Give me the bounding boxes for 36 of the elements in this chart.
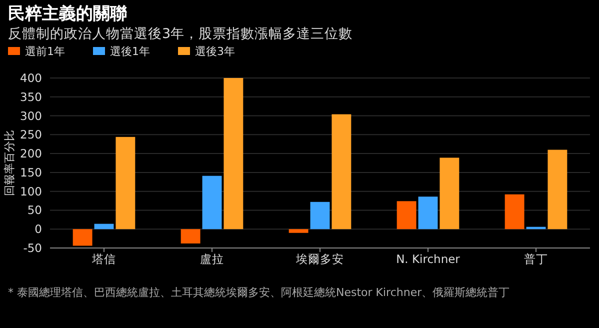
y-tick-label: 0 <box>34 222 42 236</box>
bar <box>418 196 438 230</box>
y-tick-label: 50 <box>27 203 42 218</box>
legend-label: 選後3年 <box>195 45 235 58</box>
bar <box>504 194 524 230</box>
y-tick-label: 150 <box>20 165 42 180</box>
bar <box>288 229 308 233</box>
x-tick-label: 埃爾多安 <box>295 252 344 266</box>
chart-title: 民粹主義的關聯 <box>8 4 128 24</box>
bar <box>202 176 222 230</box>
bar <box>224 78 244 230</box>
x-tick-label: N. Kirchner <box>396 252 460 266</box>
legend-label: 選前1年 <box>25 45 65 58</box>
y-tick-label: 250 <box>20 128 42 142</box>
x-tick-label: 塔信 <box>91 252 116 266</box>
bar <box>440 158 460 230</box>
bar <box>310 202 330 230</box>
y-tick-label: 100 <box>20 184 42 198</box>
bar <box>548 150 568 230</box>
text: * 泰國總理塔信、巴西總統盧拉、土耳其總統埃爾多安、阿根廷總統Nestor Kirchner、俄羅斯總統普丁 <box>8 286 511 299</box>
y-tick-label: 350 <box>20 90 42 104</box>
y-tick-label: 300 <box>20 108 42 123</box>
bar <box>396 201 416 230</box>
bar <box>332 114 352 230</box>
bar <box>72 229 92 246</box>
y-axis-title: 回報率百分比 <box>3 130 16 196</box>
bar <box>116 136 136 230</box>
y-tick-label: -50 <box>23 241 42 255</box>
bar <box>180 229 200 244</box>
chart-subtitle: 反體制的政治人物當選後3年，股票指數漲幅多達三位數 <box>8 26 353 42</box>
x-tick-label: 普丁 <box>524 252 548 266</box>
bar <box>94 224 114 230</box>
legend-label: 選後1年 <box>110 45 150 58</box>
y-tick-label: 400 <box>20 71 42 85</box>
x-tick-label: 盧拉 <box>200 252 224 266</box>
y-tick-label: 200 <box>20 146 42 161</box>
